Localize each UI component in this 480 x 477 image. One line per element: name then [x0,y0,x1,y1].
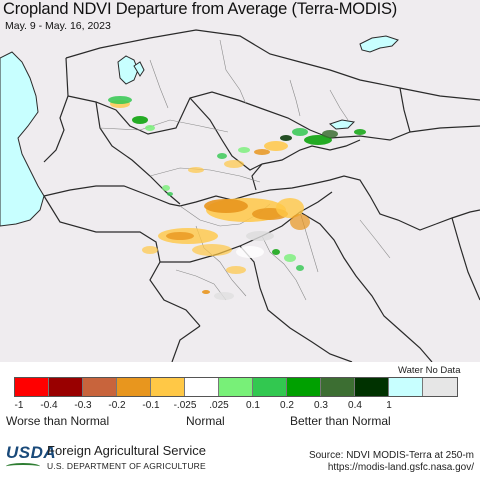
legend-tick-label: -.025 [173,400,197,411]
agency-name: Foreign Agricultural Service [47,443,206,458]
legend-swatch [117,378,151,396]
lake-balkhash [359,35,399,53]
date-range: May. 9 - May. 16, 2023 [5,20,111,32]
legend-tick-label: 1 [386,400,392,411]
legend-tick-label: -0.4 [40,400,58,411]
map-panel: Cropland NDVI Departure from Average (Te… [0,0,480,362]
legend-swatch [49,378,83,396]
legend-tick-label: -1 [14,400,24,411]
legend-swatch [15,378,49,396]
legend-tick-label: .025 [209,400,229,411]
legend-tick-label: 0.1 [246,400,260,411]
ndvi-anomaly-patches [110,100,310,300]
footer: USDA Foreign Agricultural Service U.S. D… [0,438,480,477]
usda-logo-wave-icon [6,463,40,470]
legend: Water No Data -1 -0.4 -0.3 -0.2 -0.1 -.025 .02… [0,362,480,438]
legend-swatch [389,378,423,396]
legend-swatch [287,378,321,396]
aral-sea [117,55,139,85]
ndvi-positive-patches [108,96,366,271]
caspian-sea [0,51,45,227]
map-title: Cropland NDVI Departure from Average (Te… [3,0,398,18]
legend-swatch [355,378,389,396]
legend-swatch [321,378,355,396]
legend-swatch [185,378,219,396]
country-borders [43,29,480,362]
aral-sea-east [133,61,145,77]
central-asia-map [0,29,480,362]
legend-tick-label: -0.1 [142,400,160,411]
legend-tick-label: -0.2 [108,400,126,411]
legend-swatch [83,378,117,396]
usda-logo: USDA [6,443,57,462]
legend-better-label: Better than Normal [290,414,391,428]
department-name: U.S. DEPARTMENT OF AGRICULTURE [47,461,206,471]
water-no-data-label: Water No Data [398,365,461,376]
legend-swatch [253,378,287,396]
legend-swatch [151,378,185,396]
legend-swatch [219,378,253,396]
issyk-kul [328,119,356,130]
source-url: https://modis-land.gsfc.nasa.gov/ [327,462,474,473]
data-source: Source: NDVI MODIS-Terra at 250-m [308,450,474,461]
legend-tick-label: -0.3 [74,400,92,411]
legend-tick-label: 0.2 [280,400,294,411]
legend-swatch [423,378,457,396]
legend-normal-label: Normal [186,414,225,428]
legend-swatches [14,377,458,397]
legend-tick-label: 0.3 [314,400,328,411]
legend-tick-label: 0.4 [348,400,362,411]
legend-worse-label: Worse than Normal [6,414,110,428]
